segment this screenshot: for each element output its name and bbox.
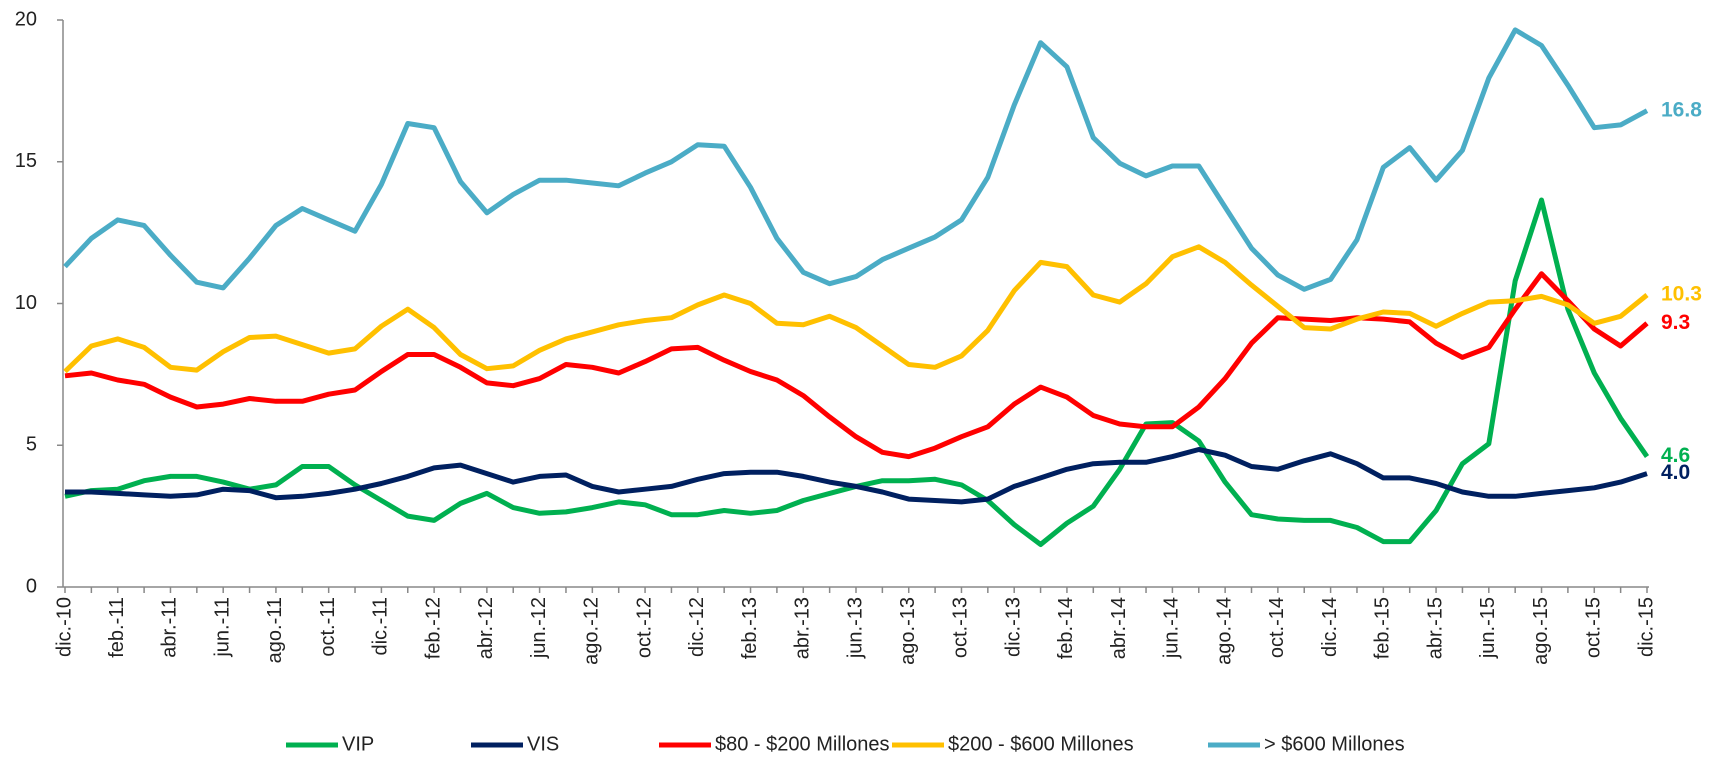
x-tick-label: dic.-11 bbox=[370, 597, 392, 656]
y-tick-label: 0 bbox=[26, 575, 37, 597]
x-tick-label: feb.-12 bbox=[422, 597, 444, 659]
series-line bbox=[63, 244, 1649, 374]
x-tick-label: dic.-15 bbox=[1635, 597, 1657, 657]
x-tick-label: ago.-12 bbox=[581, 597, 603, 665]
series-line bbox=[64, 197, 1650, 547]
value-label: 10.3 bbox=[1661, 283, 1702, 306]
x-tick-label: feb.-11 bbox=[106, 597, 128, 658]
legend-label: $80 - $200 Millones bbox=[715, 733, 890, 755]
x-tick-label: dic.-14 bbox=[1319, 597, 1341, 657]
x-tick-label: abr.-12 bbox=[475, 597, 497, 659]
series-line bbox=[64, 271, 1649, 460]
value-label: 9.3 bbox=[1661, 311, 1690, 334]
x-tick-label: feb.-14 bbox=[1055, 597, 1077, 659]
x-tick-label: abr.-13 bbox=[792, 597, 814, 659]
x-tick-label: oct.-11 bbox=[317, 597, 339, 657]
legend-label: $200 - $600 Millones bbox=[948, 733, 1134, 755]
legend-label: VIP bbox=[342, 733, 374, 755]
x-tick-label: dic.-12 bbox=[686, 597, 708, 657]
x-tick-label: dic.-13 bbox=[1002, 597, 1024, 657]
x-tick-label: oct.-15 bbox=[1583, 597, 1605, 658]
y-tick-label: 15 bbox=[15, 150, 37, 172]
x-tick-label: jun.-12 bbox=[528, 597, 550, 659]
value-label: 4.6 bbox=[1661, 444, 1690, 467]
x-tick-label: jun.-11 bbox=[211, 597, 233, 658]
x-tick-label: abr.-15 bbox=[1424, 597, 1446, 659]
legend-label: VIS bbox=[527, 733, 559, 755]
x-tick-label: ago.-15 bbox=[1530, 597, 1552, 665]
x-tick-label: ago.-13 bbox=[897, 597, 919, 665]
x-tick-label: oct.-14 bbox=[1266, 597, 1288, 658]
x-tick-label: feb.-15 bbox=[1372, 597, 1394, 659]
x-tick-label: ago.-14 bbox=[1213, 597, 1235, 665]
x-tick-label: dic.-10 bbox=[53, 597, 75, 657]
x-tick-label: jun.-14 bbox=[1161, 597, 1183, 659]
y-tick-label: 10 bbox=[15, 292, 37, 314]
x-tick-label: abr.-11 bbox=[159, 597, 181, 658]
series-line bbox=[63, 27, 1649, 292]
x-tick-label: oct.-13 bbox=[950, 597, 972, 658]
legend-label: > $600 Millones bbox=[1264, 733, 1405, 755]
x-tick-label: ago.-11 bbox=[264, 597, 286, 663]
x-tick-label: abr.-14 bbox=[1108, 597, 1130, 659]
value-label: 4.0 bbox=[1661, 461, 1690, 484]
series-line bbox=[65, 447, 1648, 505]
x-tick-label: jun.-15 bbox=[1477, 597, 1499, 659]
x-tick-label: oct.-12 bbox=[633, 597, 655, 658]
y-tick-label: 5 bbox=[26, 434, 37, 456]
x-tick-label: feb.-13 bbox=[739, 597, 761, 659]
value-label: 16.8 bbox=[1661, 98, 1702, 121]
x-tick-label: jun.-13 bbox=[844, 597, 866, 659]
y-tick-label: 20 bbox=[15, 8, 37, 30]
